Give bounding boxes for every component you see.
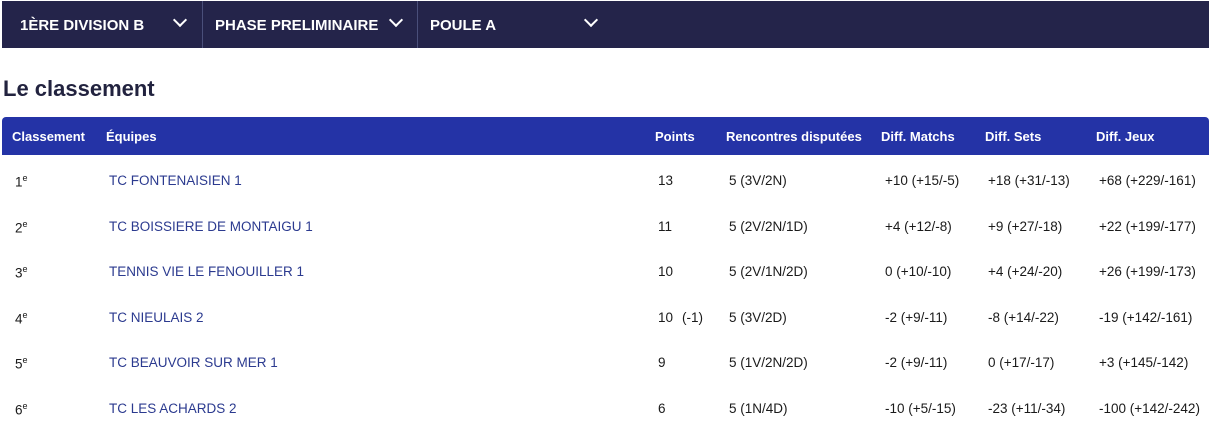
diff-sets: +4 (+24/-20) [988,264,1063,279]
diff-jeux: +68 (+229/-161) [1099,173,1196,188]
diff-sets: -8 (+14/-22) [988,309,1059,325]
table-row: 4e TC NIEULAIS 2 10 (-1) 5 (3V/2D) -2 (+… [2,294,1209,339]
poule-label: POULE A [430,17,497,34]
diff-matchs: -2 (+9/-11) [885,309,948,325]
col-diff-sets: Diff. Sets [985,129,1042,144]
page-title: Le classement [3,76,155,101]
penalty: (-1) [682,309,703,325]
rank: 3e [15,264,28,281]
col-diff-jeux: Diff. Jeux [1096,129,1155,144]
chevron-down-icon [388,12,404,28]
team-link[interactable]: TC BEAUVOIR SUR MER 1 [109,355,278,370]
diff-jeux: +26 (+199/-173) [1099,264,1196,279]
division-label: 1ÈRE DIVISION B [20,17,145,34]
poule-dropdown[interactable]: POULE A [418,1,608,48]
diff-matchs: +4 (+12/-8) [885,218,952,234]
chevron-down-icon [583,12,599,28]
col-equipes: Équipes [106,129,157,144]
diff-jeux: +3 (+145/-142) [1099,355,1189,370]
chevron-down-icon [172,12,188,28]
rank: 2e [15,218,28,236]
points: 10 [658,309,674,325]
diff-jeux: -100 (+142/-242) [1099,400,1200,416]
table-row: 5e TC BEAUVOIR SUR MER 1 9 5 (1V/2N/2D) … [2,339,1209,384]
played: 5 (2V/1N/2D) [729,264,808,279]
points: 6 [658,400,666,416]
table-header: Classement Équipes Points Rencontres dis… [2,117,1209,155]
filter-bar: 1ÈRE DIVISION B PHASE PRELIMINAIRE POULE… [2,1,1209,48]
team-link[interactable]: TC FONTENAISIEN 1 [109,173,242,188]
points: 10 [658,264,674,279]
diff-sets: -23 (+11/-34) [988,400,1066,416]
diff-sets: +9 (+27/-18) [988,218,1063,234]
diff-jeux: +22 (+199/-177) [1099,218,1196,234]
points: 9 [658,355,666,370]
points: 11 [658,218,673,234]
rank: 5e [15,355,28,372]
phase-label: PHASE PRELIMINAIRE [215,17,379,34]
diff-matchs: -10 (+5/-15) [885,400,956,416]
rank: 6e [15,400,28,418]
diff-matchs: 0 (+10/-10) [885,264,952,279]
table-row: 6e TC LES ACHARDS 2 6 5 (1N/4D) -10 (+5/… [2,385,1209,430]
diff-jeux: -19 (+142/-161) [1099,309,1193,325]
col-points: Points [655,129,695,144]
team-link[interactable]: TENNIS VIE LE FENOUILLER 1 [109,264,305,279]
diff-sets: 0 (+17/-17) [988,355,1055,370]
table-row: 2e TC BOISSIERE DE MONTAIGU 1 11 5 (2V/2… [2,203,1209,248]
team-link[interactable]: TC BOISSIERE DE MONTAIGU 1 [109,218,313,234]
col-classement: Classement [12,129,85,144]
diff-matchs: +10 (+15/-5) [885,173,960,188]
phase-dropdown[interactable]: PHASE PRELIMINAIRE [203,1,418,48]
diff-sets: +18 (+31/-13) [988,173,1070,188]
rank: 4e [15,309,28,327]
table-row: 3e TENNIS VIE LE FENOUILLER 1 10 5 (2V/1… [2,248,1209,293]
points: 13 [658,173,674,188]
team-link[interactable]: TC LES ACHARDS 2 [109,400,237,416]
col-rencontres: Rencontres disputées [726,129,862,144]
diff-matchs: -2 (+9/-11) [885,355,948,370]
played: 5 (1N/4D) [729,400,788,416]
rank: 1e [15,173,28,190]
played: 5 (1V/2N/2D) [729,355,808,370]
division-dropdown[interactable]: 1ÈRE DIVISION B [2,1,203,48]
played: 5 (3V/2D) [729,309,787,325]
team-link[interactable]: TC NIEULAIS 2 [109,309,204,325]
table-row: 1e TC FONTENAISIEN 1 13 5 (3V/2N) +10 (+… [2,157,1209,202]
played: 5 (2V/2N/1D) [729,218,808,234]
col-diff-matchs: Diff. Matchs [881,129,955,144]
played: 5 (3V/2N) [729,173,787,188]
